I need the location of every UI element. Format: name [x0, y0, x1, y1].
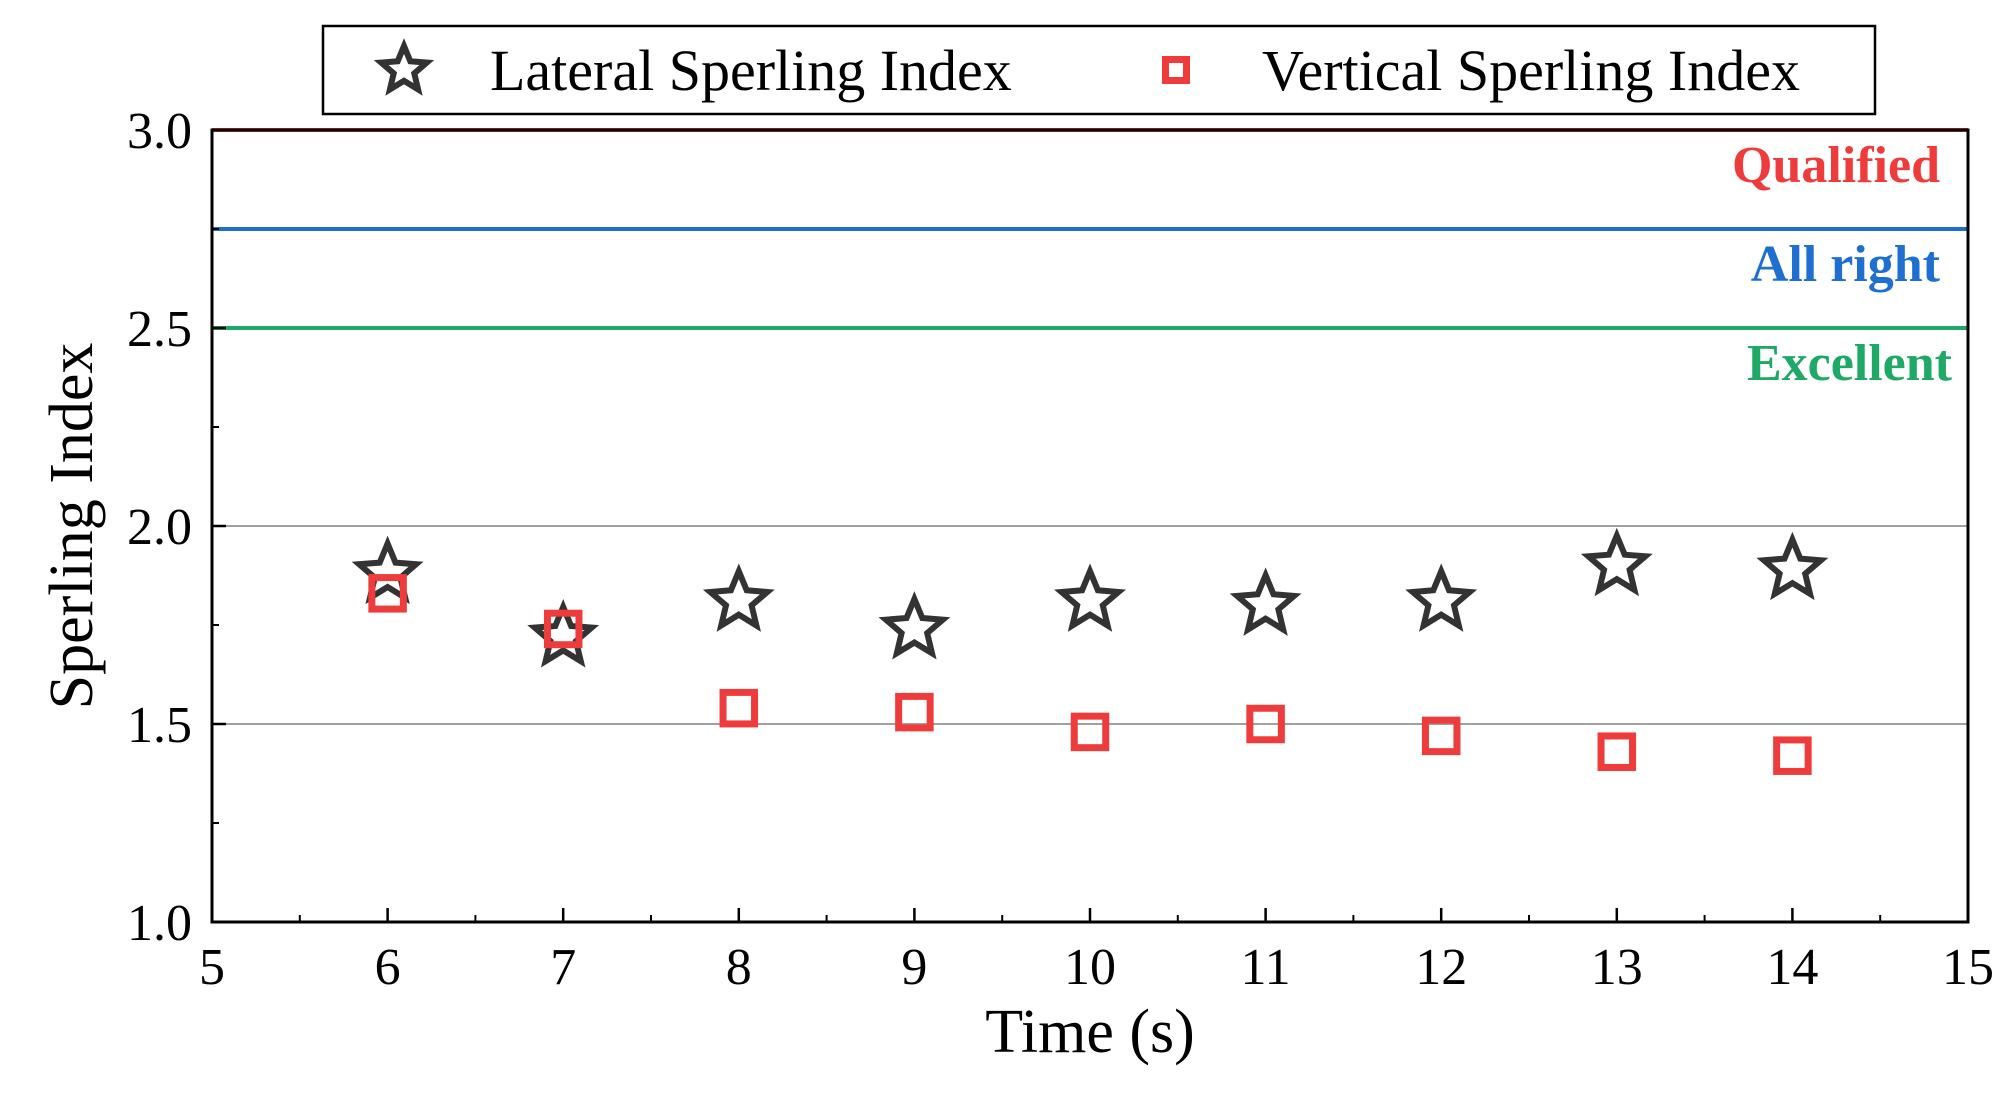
legend-label-vertical-sperling-index: Vertical Sperling Index — [1262, 38, 1800, 103]
data-point-lateral-sperling-index-11 — [1229, 567, 1302, 636]
y-tick-label-1: 1.0 — [127, 895, 192, 952]
legend-box — [321, 24, 1877, 116]
reference-lines-layer: Qualified All right Excellent — [212, 128, 1968, 392]
y-tick-label-3: 3.0 — [127, 103, 192, 160]
data-point-vertical-sperling-index-8 — [719, 688, 759, 728]
x-tick-label-13: 13 — [1591, 939, 1643, 996]
legend: Lateral Sperling Index Vertical Sperling … — [321, 24, 1877, 116]
x-tick-label-10: 10 — [1064, 939, 1116, 996]
reference-label-qualified: Qualified — [1732, 137, 1940, 194]
data-point-lateral-sperling-index-8 — [702, 563, 775, 632]
data-point-vertical-sperling-index-14 — [1773, 736, 1812, 775]
data-point-vertical-sperling-index-10 — [1070, 712, 1110, 752]
data-point-vertical-sperling-index-13 — [1597, 732, 1637, 771]
reference-label-all-right: All right — [1751, 236, 1941, 293]
data-point-vertical-sperling-index-9 — [895, 692, 934, 732]
x-axis-title: Time (s) — [985, 998, 1195, 1066]
x-tick-label-14: 14 — [1766, 939, 1818, 996]
ticks-layer: 5 6 7 8 9 10 11 12 13 14 15 1.0 1.5 2.0 2.5 3.0 — [127, 103, 1994, 996]
data-point-vertical-sperling-index-6 — [368, 574, 407, 613]
y-axis-title: Sperling Index — [38, 343, 106, 710]
data-marks-layer — [351, 527, 1829, 775]
data-point-lateral-sperling-index-13 — [1580, 527, 1653, 597]
x-tick-label-11: 11 — [1241, 939, 1291, 996]
x-tick-label-12: 12 — [1415, 939, 1467, 996]
x-tick-label-7: 7 — [550, 939, 576, 996]
data-point-lateral-sperling-index-7 — [527, 599, 600, 668]
x-tick-label-6: 6 — [375, 939, 401, 996]
y-tick-label-2: 2.0 — [127, 499, 192, 556]
data-point-lateral-sperling-index-14 — [1756, 531, 1829, 601]
data-point-lateral-sperling-index-12 — [1405, 563, 1478, 632]
x-tick-label-9: 9 — [901, 939, 927, 996]
reference-label-excellent: Excellent — [1747, 335, 1953, 392]
data-point-vertical-sperling-index-12 — [1421, 716, 1461, 756]
y-tick-label-1-5: 1.5 — [127, 697, 192, 754]
data-point-lateral-sperling-index-6 — [351, 535, 424, 605]
legend-label-lateral-sperling-index: Lateral Sperling Index — [490, 38, 1012, 103]
y-tick-label-2-5: 2.5 — [127, 301, 192, 358]
data-point-vertical-sperling-index-7 — [543, 609, 583, 649]
x-tick-label-8: 8 — [726, 939, 752, 996]
data-point-lateral-sperling-index-10 — [1054, 563, 1126, 632]
x-tick-label-15: 15 — [1942, 939, 1994, 996]
data-point-vertical-sperling-index-11 — [1246, 704, 1285, 744]
x-tick-label-5: 5 — [199, 939, 225, 996]
legend-marker-lateral-sperling-index — [373, 38, 435, 96]
grid-layer — [212, 525, 1968, 725]
data-point-lateral-sperling-index-9 — [878, 591, 951, 660]
legend-marker-vertical-sperling-index — [1162, 56, 1190, 84]
